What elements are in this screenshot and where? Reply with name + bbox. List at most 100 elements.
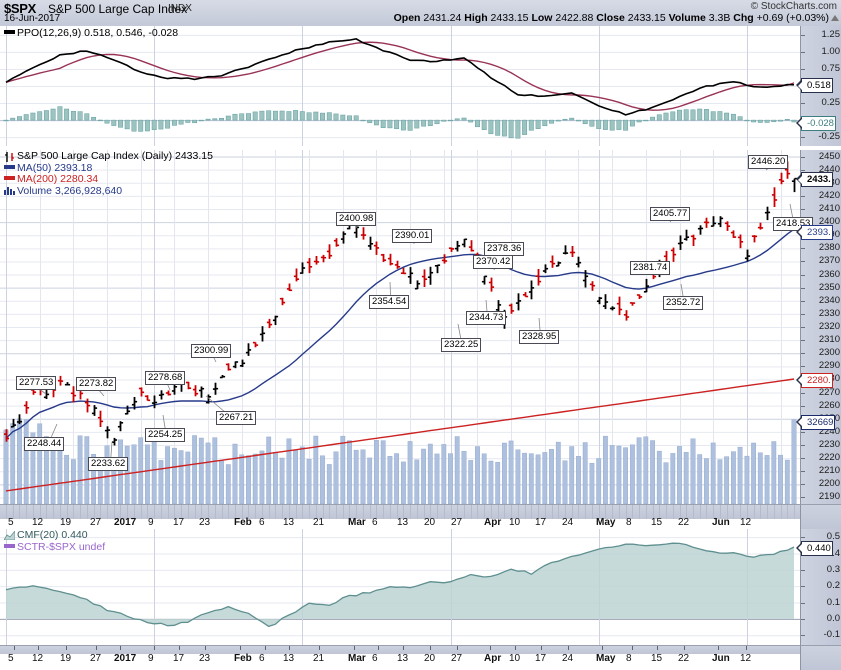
x-axis-label: 6 — [259, 517, 265, 528]
symbol-name: S&P 500 Large Cap Index — [48, 2, 188, 16]
volume-value: 3.3B — [708, 12, 731, 24]
x-axis-label: 10 — [509, 517, 521, 528]
x-axis-top-labels: 5 12 19 27 2017 9 17 23 Feb 6 13 21 Mar 6 13 20 27 Apr 10 1… — [0, 517, 800, 529]
cmf-value-tag: 0.440 — [796, 540, 833, 556]
volume-tag: 32669 — [795, 414, 836, 430]
x-axis-label: 23 — [199, 517, 211, 528]
price-y-tick: 2270 — [818, 386, 840, 398]
price-callout: 2254.25 — [145, 428, 186, 442]
symbol-exchange: INDX — [168, 3, 192, 14]
x-axis-label: May — [596, 517, 616, 528]
candlestick-icon — [4, 151, 15, 162]
x-axis-label: Feb — [234, 653, 252, 664]
open-value: 2431.24 — [423, 12, 462, 24]
price-y-axis[interactable]: 2190220022102220223022402250226022702280… — [800, 150, 841, 504]
cmf-legend-text: CMF(20) 0.440 — [17, 529, 88, 541]
volume-label: Volume — [668, 12, 706, 24]
x-axis-label: 22 — [678, 517, 690, 528]
price-callout: 2370.42 — [473, 255, 514, 269]
price-callout: 2248.44 — [24, 437, 65, 451]
x-axis-label: 5 — [8, 653, 14, 664]
price-callout: 2277.53 — [16, 376, 57, 390]
x-axis-label: Apr — [484, 517, 502, 528]
x-axis-label: 10 — [509, 653, 521, 664]
ppo-legend-row: PPO(12,26,9) 0.518, 0.546, -0.028 — [4, 27, 178, 40]
x-axis-label: 17 — [173, 517, 185, 528]
price-y-tick: 2420 — [818, 189, 840, 201]
price-y-tick: 2260 — [818, 399, 840, 411]
x-axis-label: Feb — [234, 517, 252, 528]
price-callout: 2328.95 — [519, 330, 560, 344]
ma50-tag-text: 2393. — [807, 226, 831, 238]
price-chart-svg — [0, 150, 800, 504]
price-legend-title-row: S&P 500 Large Cap Index (Daily) 2433.15 — [4, 150, 213, 163]
ma200-swatch — [4, 176, 15, 181]
x-axis-label: 27 — [90, 653, 102, 664]
volume-legend-row: Volume 3,266,928,640 — [4, 185, 213, 198]
price-y-tick: 2340 — [818, 294, 840, 306]
cmf-plot-area — [0, 529, 800, 645]
cmf-area-icon — [3, 529, 16, 541]
x-axis-bottom[interactable] — [0, 645, 800, 654]
ppo-y-tick: -0.25 — [818, 131, 840, 143]
cmf-legend-row: CMF(20) 0.440 — [3, 529, 105, 542]
low-value: 2422.88 — [555, 12, 594, 24]
ppo-legend: PPO(12,26,9) 0.518, 0.546, -0.028 — [4, 27, 178, 40]
x-axis-label: 13 — [283, 653, 295, 664]
x-axis-label: 27 — [90, 517, 102, 528]
price-y-tick: 2320 — [818, 321, 840, 332]
x-axis-label: Mar — [348, 517, 366, 528]
x-axis-label: 24 — [562, 517, 574, 528]
x-axis-label: 20 — [424, 517, 436, 528]
ppo-y-tick: 0.25 — [821, 97, 841, 108]
cmf-y-tick: 0.4 — [826, 547, 840, 559]
price-y-tick: 2200 — [818, 478, 840, 490]
ma50-tag: 2393. — [796, 224, 833, 240]
ma200-legend-text: MA(200) 2280.34 — [17, 173, 99, 185]
x-axis-label: 12 — [32, 653, 44, 664]
x-axis-label: May — [596, 653, 616, 664]
sctr-legend-text: SCTR-$SPX undef — [17, 540, 106, 553]
x-axis-label: 8 — [626, 653, 632, 664]
last-close-tag-text: 2433. — [807, 174, 831, 186]
x-axis-label: Apr — [484, 653, 502, 664]
x-axis-label: 12 — [740, 653, 752, 664]
price-y-tick: 2310 — [818, 334, 840, 346]
x-axis-bottom-corner — [800, 645, 841, 670]
x-axis-top[interactable] — [0, 504, 800, 519]
x-axis-label: 27 — [451, 653, 463, 664]
cmf-y-tick: -0.1 — [823, 629, 840, 641]
cmf-y-tick: 0.2 — [826, 580, 840, 592]
x-axis-label: 8 — [626, 517, 632, 528]
x-axis-label: 17 — [535, 517, 547, 528]
cmf-panel: 0.5 0.4 0.3 0.2 0.1 0.0 -0.1 CMF(20) 0.440 SCT… — [0, 529, 841, 645]
ppo-chart-svg — [0, 26, 800, 146]
price-callout: 2405.77 — [650, 207, 691, 221]
price-callout: 2322.25 — [441, 338, 482, 352]
x-axis-label: 12 — [740, 517, 752, 528]
price-y-tick: 2210 — [818, 465, 840, 477]
sctr-swatch — [4, 543, 15, 548]
x-axis-label: 9 — [148, 517, 154, 528]
last-close-tag: 2433. — [796, 172, 833, 188]
x-axis-label: 2017 — [114, 517, 137, 528]
price-callout: 2400.98 — [336, 212, 377, 226]
x-axis-label: Jun — [712, 517, 730, 528]
price-callout: 2233.62 — [88, 457, 129, 471]
x-axis-label: 6 — [259, 653, 265, 664]
x-axis-label: 12 — [32, 517, 44, 528]
price-callout: 2352.72 — [663, 296, 704, 310]
ppo-y-tick: 0.75 — [821, 63, 841, 74]
x-axis-top-corner — [800, 504, 841, 530]
price-callout: 2446.20 — [748, 155, 789, 169]
ma200-tag-text: 2280. — [807, 374, 831, 386]
price-y-tick: 2290 — [818, 360, 840, 372]
price-panel: 2190220022102220223022402250226022702280… — [0, 150, 841, 504]
open-label: Open — [393, 12, 421, 24]
price-y-tick: 2440 — [818, 163, 840, 175]
x-axis-label: Jun — [712, 653, 730, 664]
cmf-y-tick: 0.0 — [826, 612, 840, 624]
price-y-tick: 2410 — [818, 203, 840, 214]
symbol-ticker: $SPX — [4, 1, 37, 16]
